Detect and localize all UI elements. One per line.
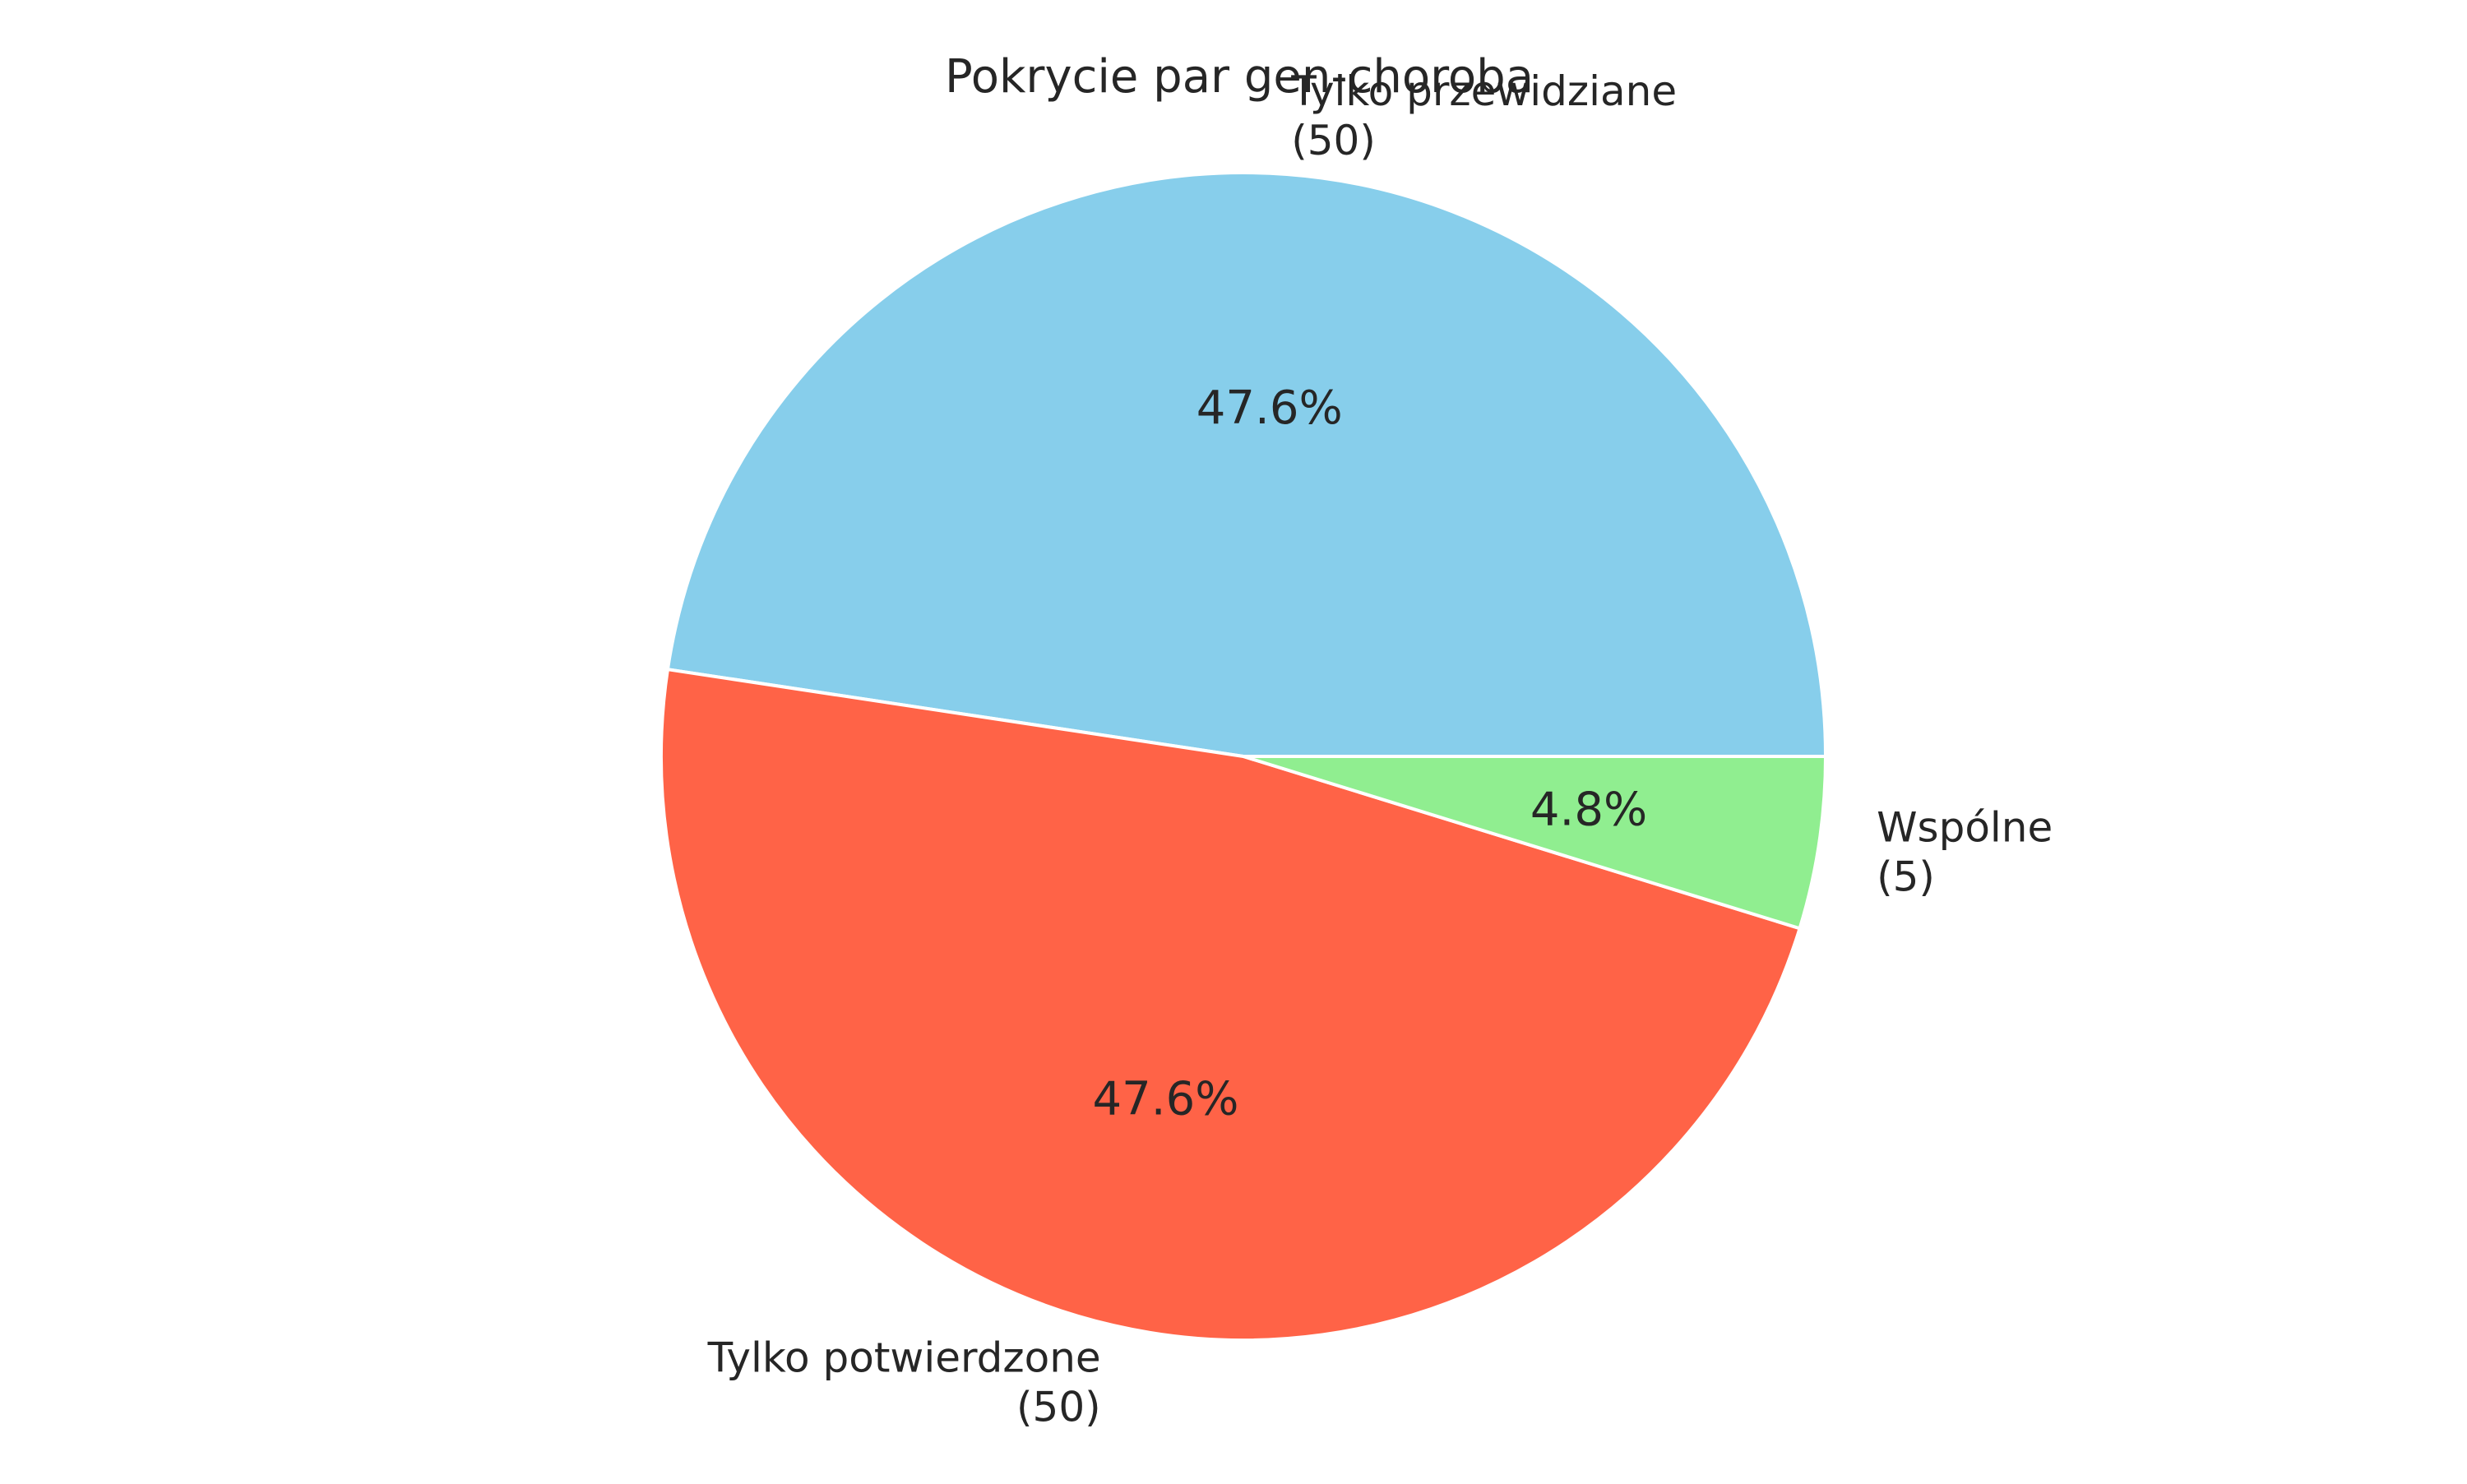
slice-label-count-2: (5) <box>1877 853 1935 900</box>
slice-percent-1: 47.6% <box>1093 1072 1239 1126</box>
pie-slice-1 <box>660 668 1802 1343</box>
slice-label-count-0: (50) <box>1291 117 1376 164</box>
slice-label-name-2: Wspólne <box>1877 803 2053 851</box>
slice-label-0: Tylko przewidziane (50) <box>1290 67 1677 164</box>
slice-label-name-1: Tylko potwierdzone <box>707 1334 1101 1381</box>
slice-label-name-0: Tylko przewidziane <box>1290 67 1677 115</box>
labels-layer: Tylko przewidziane (50)47.6%Tylko potwier… <box>707 67 2053 1431</box>
pie-slice-2 <box>1242 755 1827 931</box>
slices-layer <box>660 171 1827 1343</box>
pie-slice-0 <box>665 171 1827 758</box>
slice-label-1: Tylko potwierdzone (50) <box>707 1334 1101 1431</box>
slice-label-count-1: (50) <box>1016 1383 1101 1431</box>
slice-percent-2: 4.8% <box>1530 783 1647 836</box>
chart-title: Pokrycie par gen-choroba <box>945 50 1534 104</box>
slice-label-2: Wspólne (5) <box>1877 803 2053 900</box>
slice-percent-0: 47.6% <box>1196 381 1343 435</box>
